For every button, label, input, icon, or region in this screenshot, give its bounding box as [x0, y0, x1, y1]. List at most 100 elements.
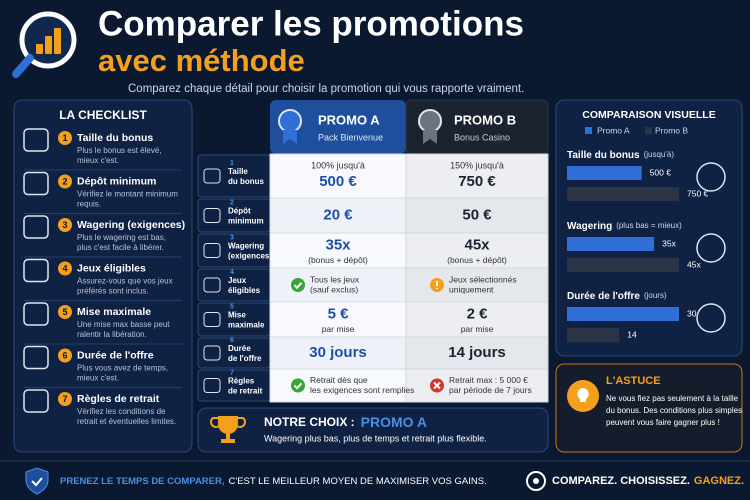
panel	[13, 99, 193, 453]
cell-value: 45x	[464, 236, 490, 253]
item-icon	[23, 345, 49, 370]
panel-title: COMPARAISON VISUELLE	[582, 109, 715, 121]
cell-value: 750 €	[458, 173, 496, 190]
promo-b-cell	[405, 368, 549, 403]
bar-label: 750 €	[687, 188, 709, 198]
group-title: Durée de l'offre (jours)	[567, 291, 667, 302]
item-text: Vérifiez le montant minimum	[77, 190, 178, 199]
cell-value: 500 €	[319, 173, 357, 190]
item-title: Wagering (exigences)	[77, 219, 185, 231]
item-text: ralentir la libération.	[77, 330, 147, 339]
item-number: 7	[62, 394, 67, 404]
group-title-part: Wagering	[567, 221, 612, 232]
cell-value: 5 €	[328, 305, 350, 322]
cell-value: 50 €	[462, 206, 492, 223]
cell-value: 30 jours	[309, 344, 367, 361]
item-number: 3	[62, 220, 67, 230]
logo-bar	[45, 36, 52, 54]
cell-text: uniquement	[449, 284, 494, 294]
bar-label: 45x	[687, 259, 701, 269]
bar	[567, 187, 679, 201]
item-icon	[23, 171, 49, 196]
status-icon	[291, 378, 305, 393]
logo-bar	[54, 28, 61, 54]
group-icon	[696, 303, 726, 333]
promo-subtitle: Pack Bienvenue	[318, 132, 383, 142]
promo-b-cell	[405, 153, 549, 199]
panel-title: LA CHECKLIST	[59, 108, 147, 122]
promo-subtitle: Bonus Casino	[454, 132, 510, 142]
row-number: 2	[230, 199, 234, 206]
number-badge	[58, 261, 72, 276]
group-title-part: (jours)	[644, 291, 667, 300]
row-number: 6	[230, 337, 234, 344]
row-label: Règles	[228, 377, 255, 386]
row-label: maximale	[228, 321, 265, 330]
trophy-handles	[210, 417, 246, 428]
status-glyph	[293, 282, 303, 290]
group-title: Taille du bonus (jusqu'à)	[567, 150, 674, 161]
row-icon	[203, 243, 221, 258]
promo-a-cell	[269, 232, 407, 269]
row-icon	[203, 277, 221, 293]
bar	[567, 328, 620, 342]
row-number: 4	[230, 269, 234, 276]
cell-sub: par mise	[461, 324, 494, 334]
item-text: Vérifiez les conditions de	[77, 407, 166, 416]
cell-value: 35x	[325, 236, 351, 253]
item-number: 6	[62, 350, 67, 360]
cell-value: 14 jours	[448, 344, 506, 361]
row-label: Mise	[228, 311, 246, 320]
cell-text: par période de 7 jours	[449, 385, 532, 395]
choice-box	[197, 407, 549, 453]
item-text: Plus le bonus est élevé,	[77, 146, 162, 155]
bar-label: 14	[627, 329, 637, 339]
row-number: 7	[230, 369, 234, 376]
logo-bar	[36, 44, 43, 54]
item-text: Une mise max basse peut	[77, 320, 170, 329]
legend-swatch	[645, 127, 652, 134]
status-glyph	[433, 381, 441, 390]
bar-label: 30	[687, 308, 697, 318]
cell-text: Jeux sélectionnés	[449, 274, 517, 284]
footer-slogan: COMPAREZ. CHOISISSEZ. GAGNEZ.	[552, 475, 744, 487]
row-number: 1	[230, 160, 234, 167]
row-label: (exigences)	[228, 252, 272, 261]
cell-text: Retrait dès que	[310, 375, 368, 385]
medal-ribbon	[283, 130, 297, 144]
group-icon	[696, 233, 726, 263]
row-icon	[203, 378, 221, 393]
item-text: requis.	[77, 200, 101, 209]
promo-a-cell	[269, 153, 407, 199]
item-text: Plus le wagering est bas,	[77, 233, 166, 242]
number-badge	[58, 174, 72, 189]
item-text: Assurez-vous que vos jeux	[77, 277, 173, 286]
row-icon	[203, 312, 221, 327]
item-text: mieux c'est.	[77, 374, 119, 383]
group-title-part: (jusqu'à)	[644, 150, 675, 159]
item-title: Taille du bonus	[77, 132, 153, 144]
footer-slogan-part: COMPAREZ. CHOISISSEZ.	[552, 475, 690, 487]
trophy	[218, 416, 238, 443]
cell-text: les exigences sont remplies	[310, 385, 414, 395]
subtitle: Comparez chaque détail pour choisir la p…	[128, 83, 524, 95]
row-icon	[203, 208, 221, 223]
footer-text-part: C'EST LE MEILLEUR MOYEN DE MAXIMISER VOS…	[229, 476, 487, 487]
title-highlight: avec méthode	[98, 43, 305, 78]
number-badge	[58, 218, 72, 232]
promo-b-cell	[405, 232, 549, 269]
group-title-part: Taille du bonus	[567, 150, 640, 161]
logo-handle	[12, 54, 34, 78]
number-badge	[58, 348, 72, 363]
footer-slogan-part: GAGNEZ.	[694, 475, 744, 487]
cell-text: Retrait max : 5 000 €	[449, 375, 528, 385]
item-number: 1	[62, 133, 67, 143]
status-icon	[291, 278, 305, 292]
row-label: Durée	[228, 344, 251, 353]
item-text: retrait et éventuelles limites.	[77, 417, 176, 426]
footer-text: PRENEZ LE TEMPS DE COMPARER, C'EST LE MEI…	[60, 476, 487, 487]
choice-title-part: NOTRE CHOIX :	[264, 415, 355, 429]
title: Comparer les promotions	[98, 4, 524, 43]
number-badge	[58, 305, 72, 319]
